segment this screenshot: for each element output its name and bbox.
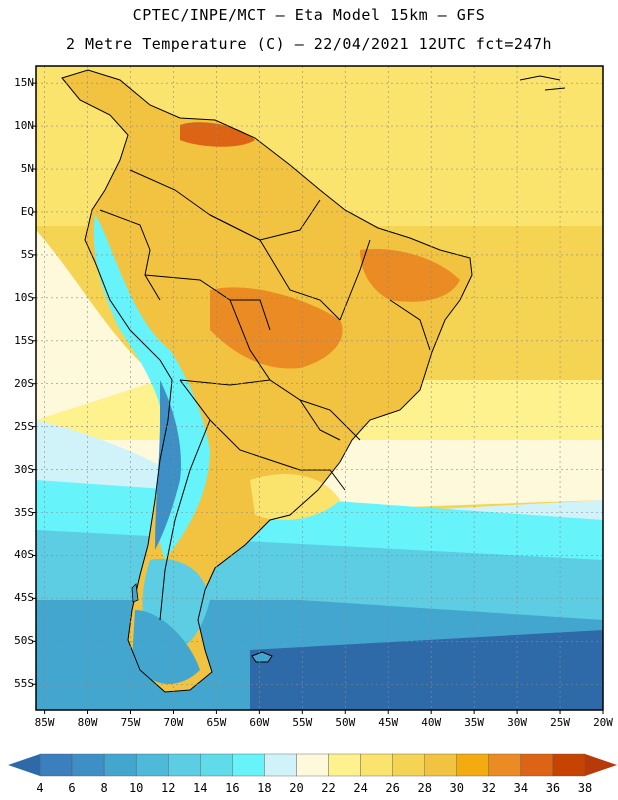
colorbar-swatch xyxy=(103,753,137,777)
northeast-warm-zone xyxy=(360,249,460,302)
colorbar-low-arrow xyxy=(8,754,40,776)
lat-label: 10S xyxy=(14,290,34,304)
colorbar-swatch xyxy=(296,753,329,777)
colorbar xyxy=(8,753,617,777)
colorbar-swatch xyxy=(135,753,169,777)
lat-label: 15N xyxy=(14,76,34,90)
colorbar-tick-label: 36 xyxy=(545,781,561,795)
colorbar-tick-label: 16 xyxy=(225,781,240,795)
lat-label: 5S xyxy=(20,247,34,261)
lon-label: 85W xyxy=(34,716,55,729)
lon-label: 40W xyxy=(421,716,442,729)
colorbar-high-arrow xyxy=(585,754,617,776)
colorbar-tick-label: 6 xyxy=(68,781,76,795)
lon-label: 80W xyxy=(77,716,98,729)
map-title-line1: CPTEC/INPE/MCT – Eta Model 15km – GFS xyxy=(132,6,486,24)
map-area xyxy=(36,66,603,710)
lon-label: 30W xyxy=(507,716,528,729)
lon-label: 25W xyxy=(550,716,570,729)
colorbar-swatch xyxy=(552,753,586,777)
lat-label: 35S xyxy=(14,505,34,519)
country-borders xyxy=(61,69,473,693)
venezuela-hot-zone xyxy=(180,122,255,147)
lat-label: 45S xyxy=(14,591,34,605)
lon-label: 55W xyxy=(292,716,313,729)
colorbar-tick-label: 12 xyxy=(161,781,176,795)
colorbar-swatch xyxy=(456,753,490,777)
map-title-line2: 2 Metre Temperature (C) – 22/04/2021 12U… xyxy=(65,35,553,53)
colorbar-tick-label: 38 xyxy=(577,781,593,795)
lat-label: 20S xyxy=(14,376,34,390)
lat-label: 25S xyxy=(14,419,34,433)
colorbar-swatch xyxy=(200,753,233,777)
lon-label: 70W xyxy=(163,716,184,729)
lat-label: 15S xyxy=(14,333,34,347)
ocean-frigid-band xyxy=(250,630,603,710)
caribbean-islands xyxy=(519,75,566,91)
colorbar-tick-label: 22 xyxy=(321,781,336,795)
andes-cold-strip xyxy=(93,215,210,560)
colorbar-swatch xyxy=(168,753,201,777)
chiloe-island xyxy=(131,583,139,603)
colorbar-swatch xyxy=(232,753,265,777)
lon-label: 60W xyxy=(249,716,270,729)
lat-label: EQ xyxy=(20,204,34,218)
pacific-cool-zone xyxy=(36,230,160,420)
lon-label: 45W xyxy=(378,716,399,729)
falkland-islands xyxy=(251,651,273,663)
colorbar-tick-label: 28 xyxy=(417,781,432,795)
colorbar-tick-label: 32 xyxy=(481,781,497,795)
colorbar-tick-label: 26 xyxy=(385,781,400,795)
colorbar-swatch xyxy=(392,753,425,777)
colorbar-tick-label: 30 xyxy=(449,781,464,795)
colorbar-swatch xyxy=(488,753,522,777)
map-frame xyxy=(35,65,604,711)
colorbar-swatch xyxy=(360,753,393,777)
colorbar-tick-label: 10 xyxy=(128,781,144,795)
lat-label: 55S xyxy=(14,677,34,691)
colorbar-tick-label: 24 xyxy=(353,781,368,795)
lon-label: 50W xyxy=(335,716,356,729)
colorbar-swatch xyxy=(328,753,361,777)
lat-label: 30S xyxy=(14,462,34,476)
lat-label: 5N xyxy=(20,162,34,176)
colorbar-swatch xyxy=(71,753,105,777)
andes-high-peaks xyxy=(155,380,181,550)
colorbar-swatch xyxy=(520,753,554,777)
colorbar-swatch xyxy=(264,753,297,777)
lat-label: 40S xyxy=(14,548,34,562)
lon-label: 35W xyxy=(464,716,485,729)
colorbar-tick-label: 14 xyxy=(193,781,208,795)
colorbar-tick-label: 4 xyxy=(36,781,44,795)
colorbar-tick-label: 34 xyxy=(513,781,529,795)
grid-lines xyxy=(36,66,604,710)
colorbar-swatch xyxy=(39,753,73,777)
lon-label: 75W xyxy=(120,716,141,729)
lat-label: 10N xyxy=(14,119,34,133)
argentina-plains xyxy=(250,474,340,520)
patagonia-cold xyxy=(132,610,200,684)
amazon-hot-zone xyxy=(210,287,343,369)
colorbar-tick-label: 20 xyxy=(289,781,304,795)
colorbar-tick-label: 8 xyxy=(100,781,108,795)
lat-label: 50S xyxy=(14,634,34,648)
lon-label: 65W xyxy=(206,716,227,729)
colorbar-swatch xyxy=(424,753,457,777)
colorbar-tick-label: 18 xyxy=(257,781,272,795)
lon-label: 20W xyxy=(593,716,613,729)
